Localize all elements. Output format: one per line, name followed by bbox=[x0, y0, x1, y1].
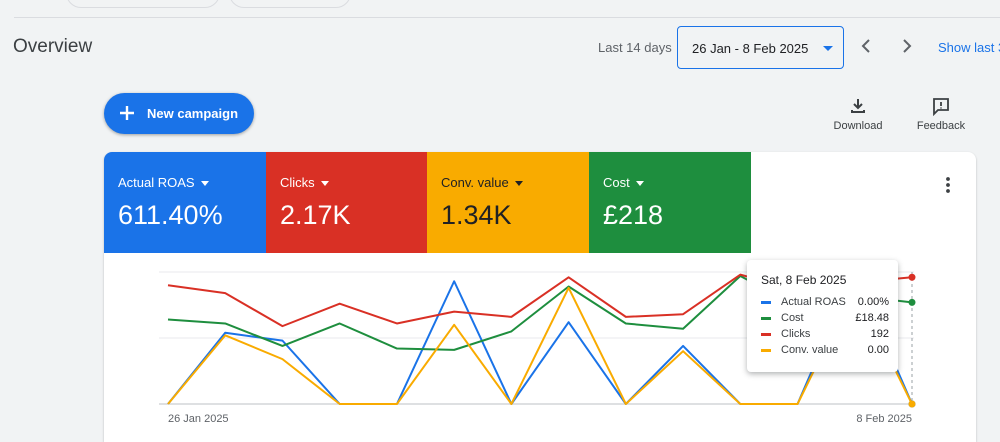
new-campaign-button[interactable]: New campaign bbox=[104, 93, 254, 134]
metric-name: Conv. value bbox=[441, 175, 509, 190]
chevron-down-icon bbox=[823, 46, 833, 51]
chevron-left-icon[interactable] bbox=[856, 35, 876, 57]
plus-icon bbox=[120, 106, 134, 120]
metric-value: 1.34K bbox=[441, 200, 512, 230]
tooltip-series-value: 0.00% bbox=[857, 296, 889, 308]
tooltip-series-value: £18.48 bbox=[855, 312, 889, 324]
top-chip-right[interactable] bbox=[229, 0, 351, 8]
period-label: Last 14 days bbox=[598, 40, 672, 55]
series-point bbox=[908, 400, 916, 408]
page-title: Overview bbox=[13, 36, 93, 57]
tooltip-series-value: 192 bbox=[870, 328, 889, 340]
caret-down-icon bbox=[514, 181, 523, 187]
tooltip-series-name: Clicks bbox=[781, 328, 811, 340]
metric-tile-actual-roas[interactable]: Actual ROAS 611.40% bbox=[104, 152, 266, 253]
caret-down-icon bbox=[320, 181, 329, 187]
metric-value: £218 bbox=[603, 200, 664, 230]
series-point bbox=[908, 273, 916, 281]
tooltip-row: Actual ROAS 0.00% bbox=[761, 296, 889, 310]
feedback-button[interactable]: Feedback bbox=[906, 96, 976, 132]
caret-down-icon bbox=[635, 181, 644, 187]
tooltip-row: Clicks 192 bbox=[761, 328, 889, 342]
tooltip-row: Cost £18.48 bbox=[761, 312, 889, 326]
chevron-right-icon[interactable] bbox=[897, 35, 917, 57]
caret-down-icon bbox=[200, 181, 209, 187]
new-campaign-label: New campaign bbox=[147, 106, 239, 121]
download-icon bbox=[851, 99, 865, 113]
metric-name: Actual ROAS bbox=[118, 175, 195, 190]
tooltip-series-name: Conv. value bbox=[781, 344, 839, 356]
download-label: Download bbox=[833, 120, 883, 132]
x-tick-label: 26 Jan 2025 bbox=[168, 413, 229, 425]
download-button[interactable]: Download bbox=[823, 96, 893, 132]
top-chip-left[interactable] bbox=[66, 0, 220, 8]
tooltip-series-value: 0.00 bbox=[867, 344, 889, 356]
chart-tooltip: Sat, 8 Feb 2025 Actual ROAS 0.00% Cost £… bbox=[747, 260, 898, 372]
legend-swatch bbox=[761, 301, 771, 304]
feedback-label: Feedback bbox=[916, 120, 966, 132]
legend-swatch bbox=[761, 317, 771, 320]
tooltip-series-name: Actual ROAS bbox=[781, 296, 846, 308]
header-divider bbox=[14, 17, 1000, 18]
series-line-conv-value bbox=[167, 286, 913, 405]
tooltip-row: Conv. value 0.00 bbox=[761, 344, 889, 358]
legend-swatch bbox=[761, 333, 771, 336]
series-point bbox=[908, 298, 916, 306]
feedback-icon bbox=[933, 98, 949, 116]
metric-value: 2.17K bbox=[280, 200, 351, 230]
x-tick-label: 8 Feb 2025 bbox=[856, 413, 912, 425]
tooltip-series-name: Cost bbox=[781, 312, 804, 324]
date-range-select[interactable]: 26 Jan - 8 Feb 2025 bbox=[677, 26, 844, 69]
metric-tile-cost[interactable]: Cost £218 bbox=[589, 152, 751, 253]
metric-tile-clicks[interactable]: Clicks 2.17K bbox=[266, 152, 428, 253]
metric-name: Cost bbox=[603, 175, 630, 190]
legend-swatch bbox=[761, 349, 771, 352]
metric-value: 611.40% bbox=[118, 200, 223, 230]
show-last-link[interactable]: Show last 3 bbox=[938, 40, 1000, 55]
metric-name: Clicks bbox=[280, 175, 315, 190]
performance-chart: 26 Jan 2025 8 Feb 2025 bbox=[159, 271, 916, 425]
metric-tile-conv-value[interactable]: Conv. value 1.34K bbox=[427, 152, 589, 253]
date-range-value: 26 Jan - 8 Feb 2025 bbox=[692, 41, 809, 56]
more-vert-icon[interactable] bbox=[944, 176, 952, 194]
tooltip-title: Sat, 8 Feb 2025 bbox=[761, 273, 847, 287]
